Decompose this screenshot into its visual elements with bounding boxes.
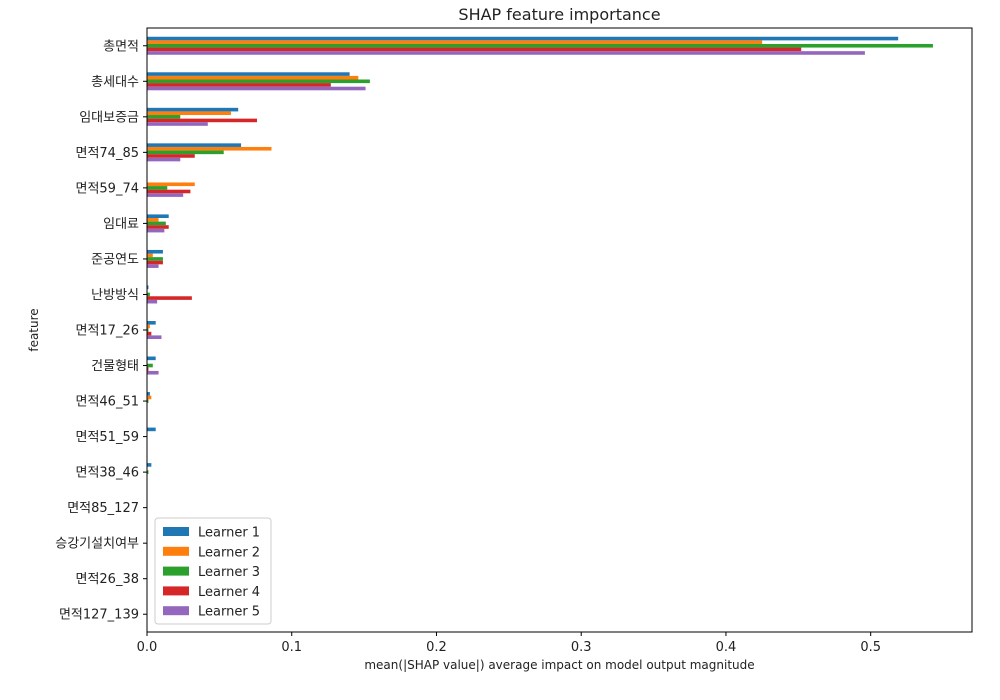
bar-면적46_51-learner-2 [147,395,152,400]
bar-준공연도-learner-3 [147,257,163,261]
bar-난방방식-learner-5 [147,299,158,304]
bar-난방방식-learner-4 [147,296,192,300]
bar-준공연도-learner-5 [147,264,159,268]
bar-면적74_85-learner-3 [147,150,224,155]
bar-건물형태-learner-4 [147,367,149,371]
y-tick-label: 총면적 [103,39,139,54]
legend-box [154,517,272,625]
bar-준공연도-learner-1 [147,249,163,254]
bar-면적74_85-learner-1 [147,143,242,147]
x-tick-label: 0.5 [860,640,881,655]
y-tick-label: 면적51_59 [75,430,139,445]
bar-면적38_46-learner-1 [147,463,152,467]
bar-건물형태-learner-5 [147,370,159,375]
bar-임대료-learner-5 [147,228,165,233]
legend-label-learner-3: Learner 3 [198,565,260,580]
y-tick-label: 면적38_46 [75,466,139,481]
bar-면적59_74-learner-3 [147,186,168,190]
x-tick-label: 0.3 [571,640,592,655]
legend-label-learner-2: Learner 2 [198,545,260,560]
y-tick-label: 준공연도 [91,252,139,267]
x-tick-label: 0.2 [426,640,447,655]
bar-난방방식-learner-3 [147,292,150,297]
legend: Learner 1 Learner 2 Learner 3 Learner 4 Lear… [154,517,272,625]
y-tick-label: 면적85_127 [67,501,139,516]
bar-총세대수-learner-5 [147,86,366,91]
legend-swatch-learner-2 [163,546,189,556]
x-tick-label: 0.1 [281,640,302,655]
bar-임대보증금-learner-3 [147,115,181,119]
bar-총면적-learner-3 [147,43,933,48]
y-tick-label: 건물형태 [91,359,139,374]
bar-임대보증금-learner-2 [147,111,231,116]
y-tick-label: 임대보증금 [79,110,139,125]
bar-임대료-learner-2 [147,218,159,222]
bar-총면적-learner-2 [147,40,763,44]
y-tick-label: 임대료 [103,217,139,232]
y-tick-label: 난방방식 [91,288,139,303]
bar-건물형태-learner-3 [147,363,153,368]
bar-면적74_85-learner-5 [147,157,181,162]
bar-면적17_26-learner-1 [147,321,156,325]
legend-swatch-learner-3 [163,566,189,576]
bar-난방방식-learner-1 [147,285,149,290]
bar-면적38_46-learner-3 [147,470,149,474]
bar-면적46_51-learner-1 [147,392,150,396]
bar-면적17_26-learner-4 [147,331,152,336]
legend-swatch-learner-1 [163,527,189,536]
y-axis-label: feature [27,308,41,351]
bar-면적59_74-learner-5 [147,193,184,197]
chart-title: SHAP feature importance [458,5,660,24]
bar-임대료-learner-4 [147,225,169,229]
x-tick-label: 0.0 [137,640,158,655]
y-tick-label: 면적17_26 [75,324,139,339]
bar-준공연도-learner-4 [147,260,163,265]
bar-건물형태-learner-1 [147,356,156,361]
y-tick-label: 면적59_74 [75,181,139,196]
y-tick-label: 면적46_51 [75,395,139,410]
bar-총세대수-learner-1 [147,72,350,76]
bar-총면적-learner-1 [147,36,899,41]
bar-면적51_59-learner-1 [147,427,156,432]
x-ticks: 0.0 0.1 0.2 0.3 0.4 0.5 [137,632,881,655]
bar-총세대수-learner-4 [147,83,331,87]
legend-label-learner-4: Learner 4 [198,585,260,600]
bar-임대보증금-learner-4 [147,118,257,123]
bar-면적17_26-learner-2 [147,324,150,329]
bar-총세대수-learner-3 [147,79,370,84]
bar-면적74_85-learner-4 [147,154,195,158]
y-tick-label: 총세대수 [91,75,139,90]
bar-총세대수-learner-2 [147,75,359,80]
bar-임대료-learner-1 [147,214,169,219]
bar-임대보증금-learner-5 [147,122,208,126]
legend-label-learner-1: Learner 1 [198,526,260,541]
legend-label-learner-5: Learner 5 [198,605,260,620]
bar-총면적-learner-4 [147,47,802,52]
bar-면적59_74-learner-4 [147,189,191,194]
bar-임대보증금-learner-1 [147,107,239,112]
bars-group [147,36,933,474]
bar-총면적-learner-5 [147,51,865,55]
y-tick-label: 면적74_85 [75,146,139,161]
bar-면적59_74-learner-2 [147,182,195,187]
bar-임대료-learner-3 [147,221,166,226]
y-tick-label: 면적26_38 [75,572,139,587]
x-tick-label: 0.4 [716,640,737,655]
bar-면적46_51-learner-3 [147,399,149,403]
x-axis-label: mean(|SHAP value|) average impact on mod… [364,658,754,672]
bar-면적17_26-learner-5 [147,335,162,339]
y-tick-label: 승강기설치여부 [55,537,139,552]
bar-준공연도-learner-2 [147,253,153,258]
bar-면적17_26-learner-3 [147,328,149,332]
y-tick-label: 면적127_139 [59,608,139,623]
bar-면적74_85-learner-2 [147,146,272,151]
legend-swatch-learner-5 [163,606,189,616]
legend-swatch-learner-4 [163,586,189,596]
